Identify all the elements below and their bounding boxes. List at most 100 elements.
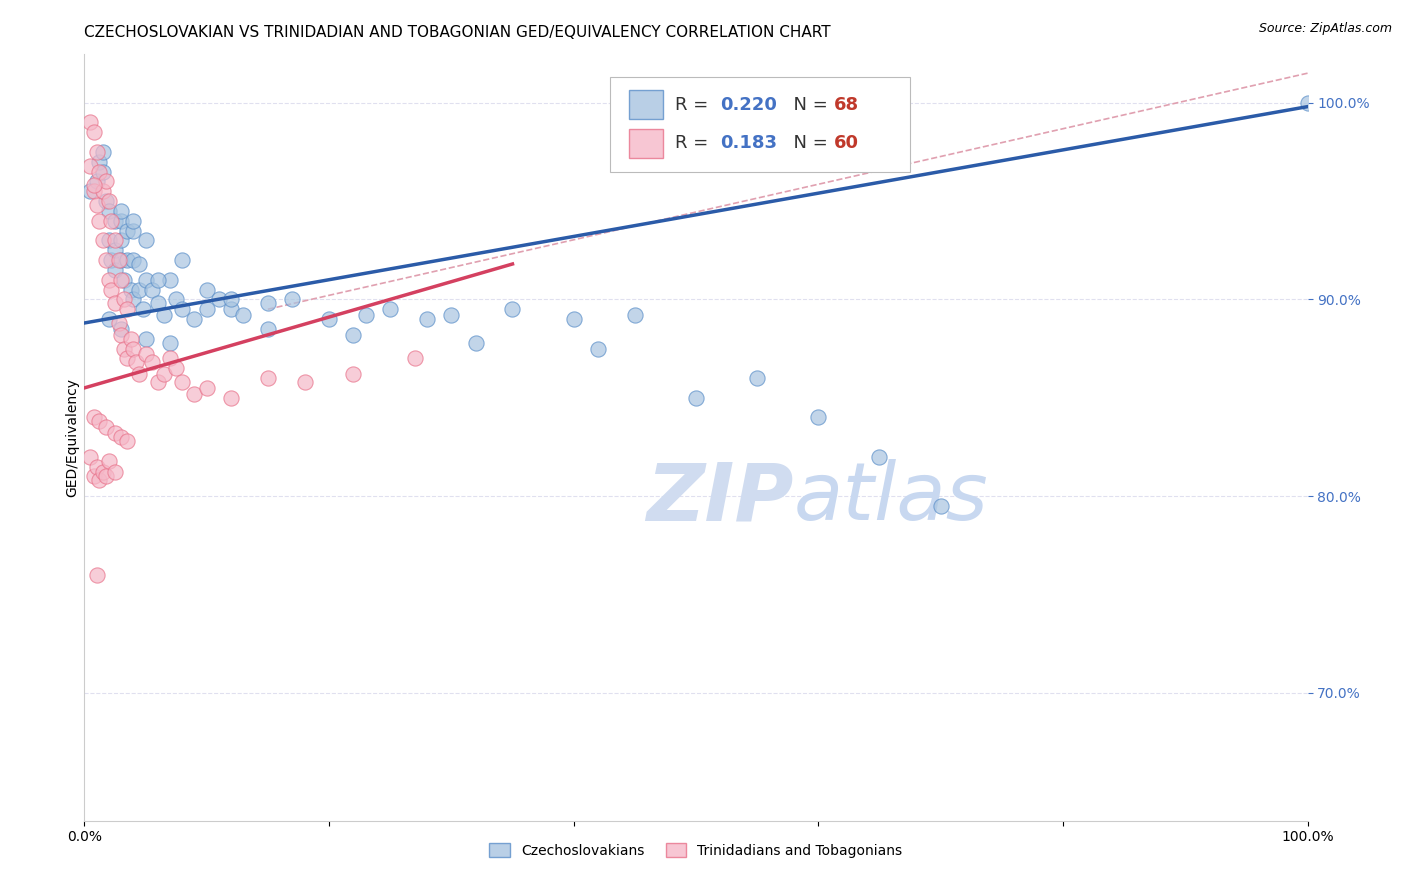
Point bbox=[232, 308, 254, 322]
Point bbox=[83, 125, 105, 139]
Point bbox=[929, 499, 952, 513]
Point bbox=[115, 434, 138, 448]
Point bbox=[318, 312, 340, 326]
Point bbox=[110, 203, 132, 218]
Point bbox=[96, 469, 118, 483]
Text: 60: 60 bbox=[834, 135, 859, 153]
Point bbox=[128, 257, 150, 271]
Point bbox=[464, 335, 486, 350]
Point bbox=[96, 174, 118, 188]
Point bbox=[135, 347, 157, 361]
Point bbox=[342, 327, 364, 342]
Point bbox=[112, 273, 135, 287]
Point bbox=[79, 450, 101, 464]
Point bbox=[91, 466, 114, 480]
Point bbox=[100, 253, 122, 268]
Text: R =: R = bbox=[675, 96, 714, 114]
Text: 0.183: 0.183 bbox=[720, 135, 778, 153]
Point bbox=[146, 296, 169, 310]
Point bbox=[83, 178, 105, 193]
Point bbox=[153, 308, 176, 322]
Point bbox=[91, 145, 114, 159]
Point bbox=[128, 367, 150, 381]
Point bbox=[110, 430, 132, 444]
Point bbox=[1296, 95, 1319, 110]
Point bbox=[100, 283, 122, 297]
Point bbox=[97, 273, 120, 287]
Point bbox=[96, 194, 118, 208]
Point bbox=[159, 351, 181, 366]
Point bbox=[122, 293, 145, 307]
Point bbox=[87, 154, 110, 169]
Point bbox=[120, 332, 142, 346]
Point bbox=[110, 322, 132, 336]
Text: N =: N = bbox=[782, 135, 834, 153]
Point bbox=[97, 312, 120, 326]
Text: Source: ZipAtlas.com: Source: ZipAtlas.com bbox=[1258, 22, 1392, 36]
Point bbox=[440, 308, 463, 322]
Point bbox=[104, 233, 127, 247]
Text: R =: R = bbox=[675, 135, 714, 153]
Point bbox=[115, 351, 138, 366]
Point bbox=[219, 293, 242, 307]
Legend: Czechoslovakians, Trinidadians and Tobagonians: Czechoslovakians, Trinidadians and Tobag… bbox=[484, 838, 908, 863]
FancyBboxPatch shape bbox=[628, 90, 664, 120]
Point bbox=[165, 293, 187, 307]
Point bbox=[195, 283, 218, 297]
Point bbox=[153, 367, 176, 381]
Point bbox=[97, 453, 120, 467]
Point bbox=[91, 184, 114, 198]
Point bbox=[747, 371, 769, 385]
Point bbox=[219, 391, 242, 405]
Point bbox=[122, 253, 145, 268]
Text: 0.220: 0.220 bbox=[720, 96, 778, 114]
Point bbox=[79, 115, 101, 129]
Point bbox=[172, 302, 194, 317]
Point bbox=[115, 223, 138, 237]
Point bbox=[120, 283, 142, 297]
Point bbox=[807, 410, 830, 425]
FancyBboxPatch shape bbox=[610, 77, 910, 172]
Point bbox=[112, 293, 135, 307]
Point bbox=[342, 367, 364, 381]
Point bbox=[195, 381, 218, 395]
Point bbox=[83, 469, 105, 483]
Point bbox=[112, 342, 135, 356]
Point bbox=[128, 283, 150, 297]
Point bbox=[354, 308, 377, 322]
Point bbox=[141, 283, 163, 297]
Point bbox=[257, 322, 280, 336]
Point bbox=[146, 273, 169, 287]
Point bbox=[135, 273, 157, 287]
Point bbox=[135, 233, 157, 247]
Point bbox=[110, 213, 132, 227]
Text: CZECHOSLOVAKIAN VS TRINIDADIAN AND TOBAGONIAN GED/EQUIVALENCY CORRELATION CHART: CZECHOSLOVAKIAN VS TRINIDADIAN AND TOBAG… bbox=[84, 25, 831, 40]
Point bbox=[183, 386, 205, 401]
Point bbox=[107, 316, 129, 330]
Point bbox=[257, 371, 280, 385]
Point bbox=[208, 293, 231, 307]
Point bbox=[404, 351, 426, 366]
Point bbox=[86, 174, 108, 188]
Point bbox=[91, 164, 114, 178]
Point bbox=[104, 213, 127, 227]
Point bbox=[97, 194, 120, 208]
Point bbox=[586, 342, 609, 356]
Point bbox=[380, 302, 402, 317]
Point bbox=[104, 426, 127, 441]
Point bbox=[97, 233, 120, 247]
Point bbox=[132, 302, 155, 317]
Point bbox=[416, 312, 439, 326]
Text: atlas: atlas bbox=[794, 459, 988, 538]
Point bbox=[96, 420, 118, 434]
Point bbox=[624, 308, 647, 322]
Point bbox=[87, 164, 110, 178]
Point bbox=[562, 312, 585, 326]
Point bbox=[104, 296, 127, 310]
Point bbox=[146, 375, 169, 389]
Text: ZIP: ZIP bbox=[647, 459, 794, 538]
Point bbox=[86, 198, 108, 212]
Text: 68: 68 bbox=[834, 96, 859, 114]
Point bbox=[104, 263, 127, 277]
Point bbox=[110, 327, 132, 342]
